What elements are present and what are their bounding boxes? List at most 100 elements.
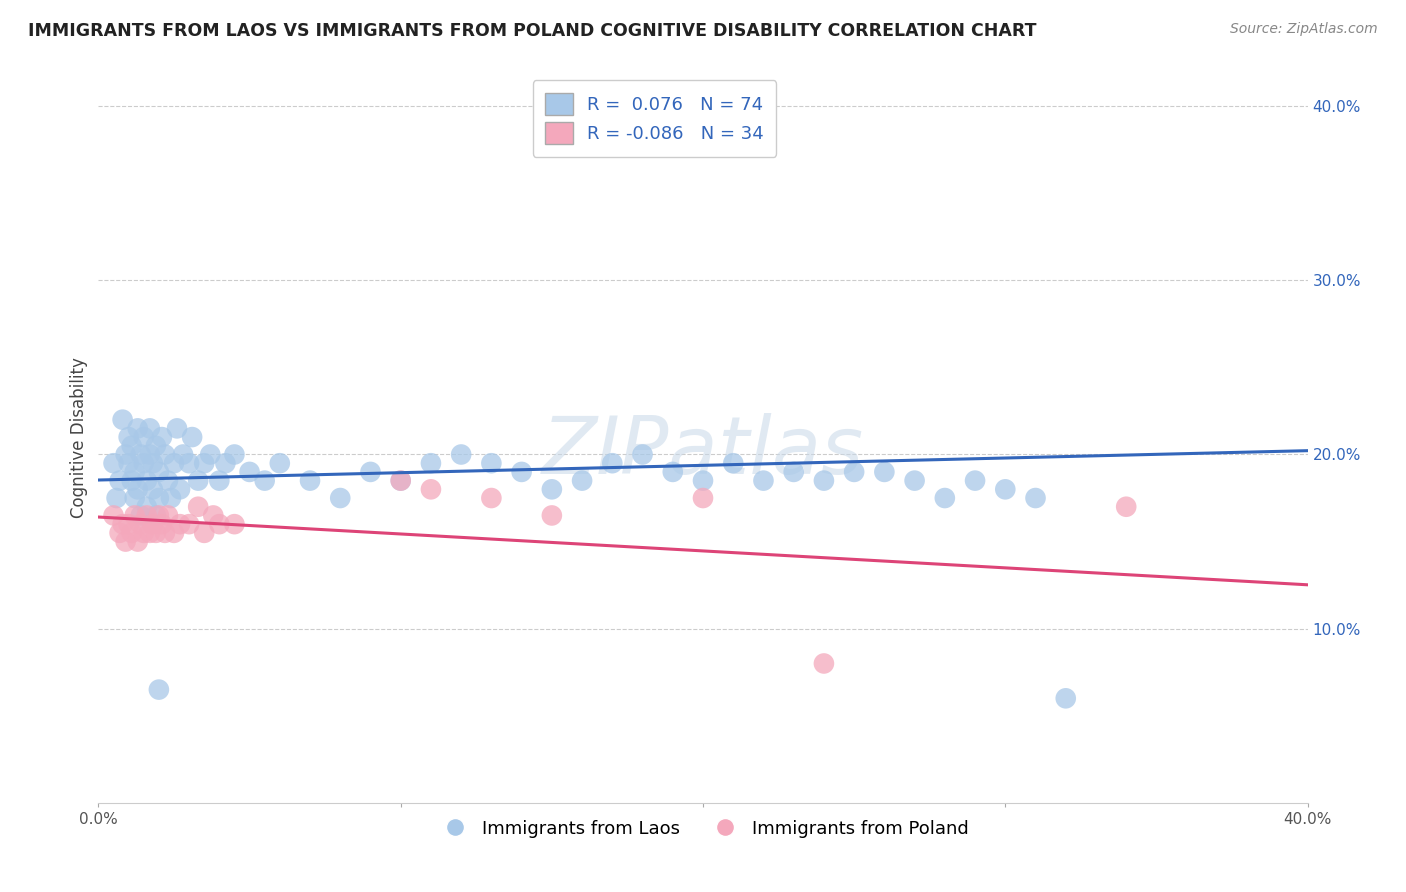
Point [602,456,624,470]
Point [118,430,141,444]
Point [631,448,654,462]
Point [121,439,143,453]
Point [904,474,927,488]
Point [127,483,149,497]
Point [118,456,141,470]
Point [571,474,593,488]
Point [142,517,165,532]
Point [153,448,176,462]
Point [129,517,152,532]
Point [105,491,128,505]
Point [103,456,125,470]
Point [783,465,806,479]
Point [132,456,155,470]
Point [129,508,152,523]
Point [420,483,443,497]
Point [844,465,866,479]
Point [253,474,276,488]
Point [172,448,194,462]
Point [1115,500,1137,514]
Point [179,456,201,470]
Point [179,517,201,532]
Point [121,474,143,488]
Point [169,483,191,497]
Point [450,448,472,462]
Point [187,500,209,514]
Point [661,465,683,479]
Point [193,456,215,470]
Point [1024,491,1046,505]
Text: IMMIGRANTS FROM LAOS VS IMMIGRANTS FROM POLAND COGNITIVE DISABILITY CORRELATION : IMMIGRANTS FROM LAOS VS IMMIGRANTS FROM … [28,22,1036,40]
Point [145,439,167,453]
Point [127,421,149,435]
Point [202,508,225,523]
Point [150,517,173,532]
Point [214,456,236,470]
Point [200,448,222,462]
Point [129,448,152,462]
Point [121,525,143,540]
Point [132,525,155,540]
Point [723,456,745,470]
Point [148,491,170,505]
Point [135,500,157,514]
Point [193,525,215,540]
Point [108,525,131,540]
Point [142,456,165,470]
Point [124,508,146,523]
Point [187,474,209,488]
Point [139,448,162,462]
Point [510,465,533,479]
Point [150,430,173,444]
Point [169,517,191,532]
Point [540,508,562,523]
Point [111,412,134,426]
Point [224,517,246,532]
Point [481,456,503,470]
Point [813,474,835,488]
Point [540,483,562,497]
Point [124,491,146,505]
Point [139,421,162,435]
Point [269,456,291,470]
Point [813,657,835,671]
Point [208,474,231,488]
Point [132,430,155,444]
Point [124,465,146,479]
Point [163,525,186,540]
Text: Source: ZipAtlas.com: Source: ZipAtlas.com [1230,22,1378,37]
Point [160,491,183,505]
Point [994,483,1017,497]
Point [153,525,176,540]
Point [1054,691,1077,706]
Point [139,525,162,540]
Point [965,474,987,488]
Point [934,491,956,505]
Point [420,456,443,470]
Point [166,421,188,435]
Point [181,430,204,444]
Point [389,474,412,488]
Point [148,508,170,523]
Y-axis label: Cognitive Disability: Cognitive Disability [70,357,89,517]
Point [135,508,157,523]
Point [208,517,231,532]
Point [692,474,714,488]
Point [145,508,167,523]
Point [127,534,149,549]
Point [103,508,125,523]
Point [148,465,170,479]
Point [108,474,131,488]
Text: ZIPatlas: ZIPatlas [541,413,865,491]
Point [329,491,352,505]
Point [145,525,167,540]
Legend: Immigrants from Laos, Immigrants from Poland: Immigrants from Laos, Immigrants from Po… [430,813,976,845]
Point [118,517,141,532]
Point [752,474,775,488]
Point [481,491,503,505]
Point [299,474,322,488]
Point [142,483,165,497]
Point [156,474,179,488]
Point [389,474,412,488]
Point [873,465,896,479]
